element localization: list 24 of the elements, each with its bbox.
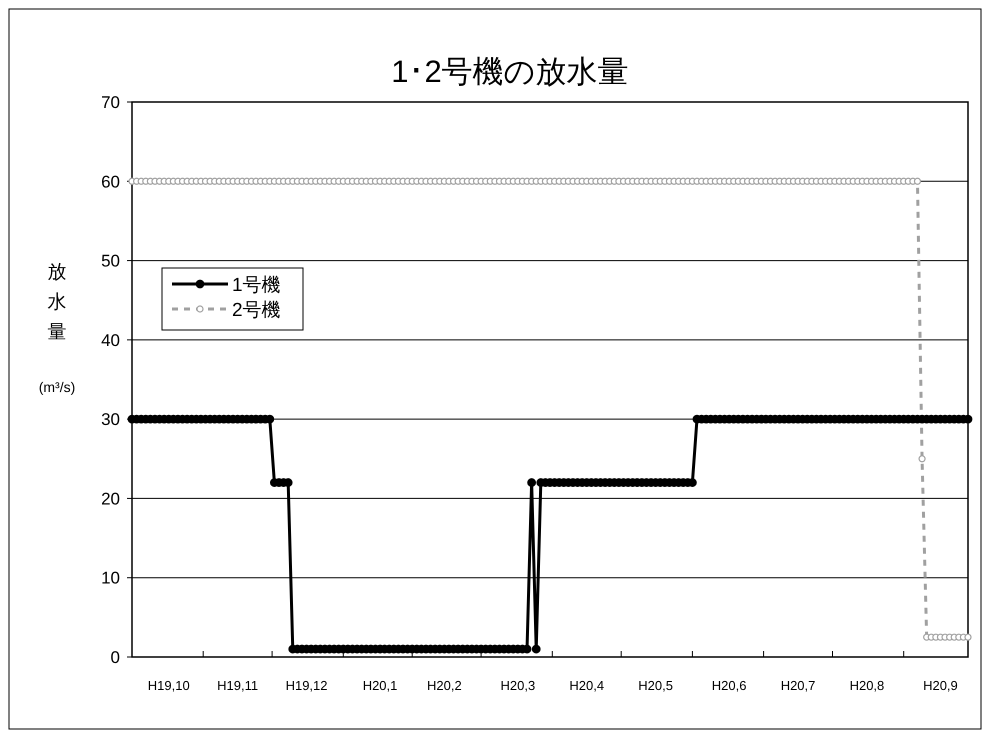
y-tick-label: 30 xyxy=(101,410,120,430)
y-tick-label: 50 xyxy=(101,252,120,271)
x-tick-label: H20,3 xyxy=(500,678,536,693)
x-tick-label: H20,8 xyxy=(850,678,884,693)
x-tick-label: H20,2 xyxy=(427,678,462,693)
x-tick-label: H20,1 xyxy=(362,678,398,693)
x-tick-label: H20,9 xyxy=(923,678,958,693)
legend-label: 2号機 xyxy=(232,300,281,321)
y-tick-label: 60 xyxy=(101,172,120,192)
ylabel: 放水量 (m³/s) xyxy=(38,262,76,395)
x-tick-label: H20,5 xyxy=(638,678,673,693)
x-tick-label: H20,4 xyxy=(569,678,604,693)
chart-title: 1･2号機の放水量 xyxy=(391,54,629,89)
y-tick-label: 40 xyxy=(101,330,120,350)
legend-label: 1号機 xyxy=(232,275,281,296)
y-tick-label: 0 xyxy=(110,648,120,667)
x-tick-label: H19,10 xyxy=(148,678,190,693)
x-tick-label: H20,7 xyxy=(780,678,816,693)
y-tick-label: 10 xyxy=(101,568,120,588)
x-tick-label: H19,12 xyxy=(286,678,328,693)
y-tick-label: 70 xyxy=(101,93,120,112)
x-tick-label: H19,11 xyxy=(217,678,258,693)
y-tick-label: 20 xyxy=(101,489,120,508)
x-tick-label: H20,6 xyxy=(712,678,746,693)
